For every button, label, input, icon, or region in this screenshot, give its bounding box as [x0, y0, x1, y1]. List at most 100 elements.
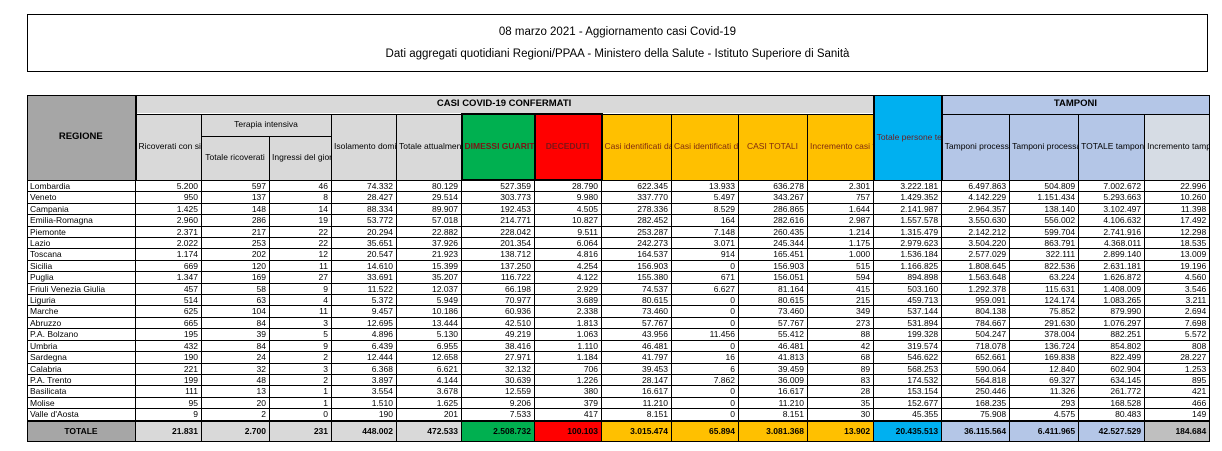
value-cell: 1.557.578: [873, 214, 943, 227]
value-cell: 854.802: [1078, 339, 1146, 353]
total-value-cell: 448.002: [331, 419, 397, 442]
value-cell: 10.186: [396, 305, 462, 318]
value-cell: 11: [269, 305, 332, 318]
value-cell: 3.071: [671, 237, 739, 250]
value-cell: 457: [135, 282, 202, 296]
value-cell: 201.354: [461, 237, 535, 250]
icu-sub-header-row: Totale ricoverati Ingressi del giorno: [28, 135, 1210, 181]
value-cell: 245.344: [738, 237, 808, 250]
value-cell: 7.148: [671, 225, 739, 239]
total-value-cell: 100.103: [534, 419, 602, 442]
value-cell: 19.196: [1144, 259, 1211, 273]
value-cell: 21.923: [396, 248, 462, 261]
value-cell: 15.399: [396, 259, 462, 273]
value-cell: 48: [201, 373, 270, 387]
region-row: Marche 625 104 11 9.457 10.186 60.936 2.338 73.4…: [27, 305, 1211, 318]
value-cell: 152.677: [873, 396, 943, 410]
value-cell: 2.987: [806, 214, 875, 227]
value-cell: 81.164: [738, 282, 808, 296]
value-cell: 29.514: [396, 191, 462, 204]
region-row: Veneto 950 137 8 28.427 29.514 303.773 9.980 337…: [27, 191, 1211, 204]
value-cell: 1.625: [396, 396, 462, 410]
value-cell: 291.630: [1009, 316, 1080, 330]
value-cell: 303.773: [461, 191, 535, 204]
value-cell: 153.154: [873, 385, 943, 398]
value-cell: 9: [269, 339, 332, 353]
value-cell: 41.797: [601, 351, 672, 364]
value-cell: 1.253: [1144, 362, 1211, 375]
value-cell: 757: [806, 191, 875, 204]
value-cell: 46.481: [738, 339, 808, 353]
value-cell: 13.444: [396, 316, 462, 330]
value-cell: 9: [135, 408, 202, 422]
value-cell: 148: [201, 202, 270, 216]
value-cell: 671: [671, 271, 739, 284]
value-cell: 634.145: [1078, 373, 1146, 387]
region-row: Toscana 1.174 202 12 20.547 21.923 138.712 4.81…: [27, 248, 1211, 261]
value-cell: 1: [269, 396, 332, 410]
value-cell: 169: [201, 271, 270, 284]
value-cell: 8: [269, 191, 332, 204]
value-cell: 278.336: [601, 202, 672, 216]
region-name: Lombardia: [27, 179, 136, 193]
value-cell: 636.278: [738, 179, 808, 193]
value-cell: 1.315.479: [873, 225, 943, 239]
region-name: Basilicata: [27, 385, 136, 398]
region-name: Emilia-Romagna: [27, 214, 136, 227]
value-cell: 0: [671, 294, 739, 307]
value-cell: 42: [806, 339, 875, 353]
value-cell: 546.622: [873, 351, 943, 364]
value-cell: 55.412: [738, 328, 808, 341]
region-name: P.A. Bolzano: [27, 328, 136, 341]
value-cell: 42.510: [461, 316, 535, 330]
value-cell: 1.174: [135, 248, 202, 261]
value-cell: 4.254: [534, 259, 602, 273]
value-cell: 75.852: [1009, 305, 1080, 318]
table-header: REGIONE CASI COVID-19 CONFERMATI Totale …: [27, 95, 1211, 181]
value-cell: 273: [806, 316, 875, 330]
value-cell: 2: [269, 351, 332, 364]
value-cell: 120: [201, 259, 270, 273]
title-line-1: 08 marzo 2021 - Aggiornamento casi Covid…: [498, 25, 737, 38]
region-name: Lazio: [27, 237, 136, 250]
region-row: Liguria 514 63 4 5.372 5.949 70.977 3.689 80.615…: [27, 294, 1211, 307]
group-header-casi-confermati: CASI COVID-19 CONFERMATI: [134, 95, 875, 115]
value-cell: 192.453: [461, 202, 535, 216]
value-cell: 14: [269, 202, 332, 216]
value-cell: 959.091: [941, 294, 1011, 307]
value-cell: 564.818: [941, 373, 1011, 387]
region-name: Sicilia: [27, 259, 136, 273]
region-row: Umbria 432 84 9 6.439 6.955 38.416 1.110 46.481 0…: [27, 339, 1211, 353]
value-cell: 3.550.630: [941, 214, 1011, 227]
value-cell: 286.865: [738, 202, 808, 216]
value-cell: 417: [534, 408, 602, 422]
value-cell: 20: [201, 396, 270, 410]
total-value-cell: 65.894: [671, 419, 739, 442]
value-cell: 84: [201, 316, 270, 330]
value-cell: 253.287: [601, 225, 672, 239]
value-cell: 164.537: [601, 248, 672, 261]
col-header-totale-persone-testate: Totale persone testate: [872, 95, 943, 181]
value-cell: 1.184: [534, 351, 602, 364]
region-row: Campania 1.425 148 14 88.334 89.907 192.453 4.5…: [27, 202, 1211, 216]
group-header-row: REGIONE CASI COVID-19 CONFERMATI Totale …: [27, 95, 1211, 181]
region-row: Friuli Venezia Giulia 457 58 9 11.522 12.037 6…: [27, 282, 1211, 296]
value-cell: 6.497.863: [941, 179, 1011, 193]
value-cell: 4.142.229: [941, 191, 1011, 204]
value-cell: 0: [671, 305, 739, 318]
value-cell: 28.427: [331, 191, 397, 204]
total-value-cell: 184.684: [1144, 419, 1211, 442]
value-cell: 46.481: [601, 339, 672, 353]
value-cell: 319.574: [873, 339, 943, 353]
value-cell: 39.453: [601, 362, 672, 375]
value-cell: 221: [135, 362, 202, 375]
value-cell: 1.644: [806, 202, 875, 216]
value-cell: 504.247: [941, 328, 1011, 341]
value-cell: 45.355: [873, 408, 943, 422]
value-cell: 12: [269, 248, 332, 261]
region-row: P.A. Trento 199 48 2 3.897 4.144 30.639 1.226 28…: [27, 373, 1211, 387]
value-cell: 2.338: [534, 305, 602, 318]
value-cell: 665: [135, 316, 202, 330]
value-cell: 4.368.011: [1078, 237, 1146, 250]
region-row: Lazio 2.022 253 22 35.651 37.926 201.354 6.064 2…: [27, 237, 1211, 250]
